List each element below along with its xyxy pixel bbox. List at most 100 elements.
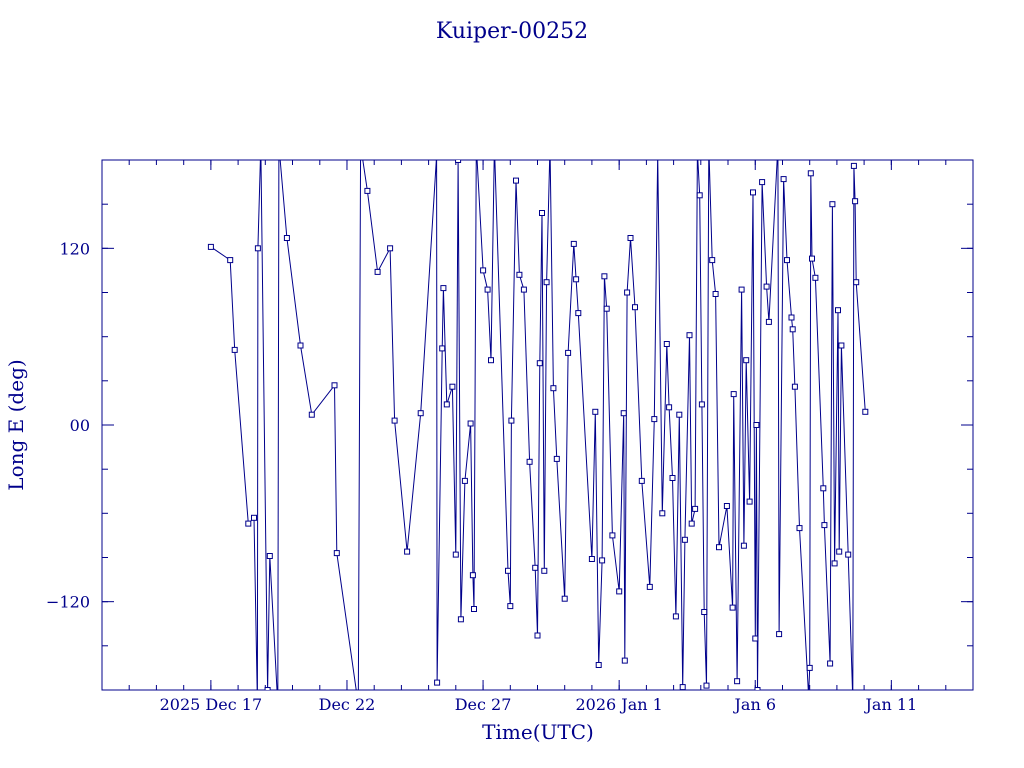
data-point (536, 360, 543, 367)
data-point (686, 332, 693, 339)
x-tick-label: 2025 Dec 17 (160, 695, 263, 714)
data-point (508, 417, 515, 424)
data-point (765, 318, 772, 325)
data-point (734, 678, 741, 685)
data-point (754, 687, 761, 690)
data-point (646, 583, 653, 590)
data-point (796, 525, 803, 532)
data-point (632, 304, 638, 311)
data-point (730, 391, 737, 398)
data-point (245, 520, 252, 527)
data-point (729, 604, 736, 611)
data-point (692, 505, 699, 512)
chart-title: Kuiper-00252 (436, 19, 588, 44)
data-point (681, 536, 688, 543)
data-point (676, 411, 683, 418)
data-point (627, 235, 634, 241)
data-point (791, 383, 798, 390)
data-point (831, 560, 838, 567)
x-tick-label: Jan 6 (732, 695, 776, 714)
data-point (452, 551, 459, 558)
data-point (251, 514, 257, 521)
data-point (254, 245, 261, 252)
data-point (575, 310, 582, 317)
data-point (439, 345, 446, 352)
data-point (703, 682, 710, 689)
data-point (850, 162, 857, 169)
data-point (696, 192, 703, 199)
data-point (480, 267, 487, 274)
data-point (461, 477, 468, 484)
data-point (746, 498, 753, 505)
data-point (672, 613, 679, 620)
x-tick-label: 2026 Jan 1 (575, 695, 662, 714)
data-point (588, 556, 595, 562)
data-point (835, 307, 841, 314)
data-point (812, 274, 819, 281)
data-point (740, 542, 747, 549)
data-point (820, 485, 827, 492)
data-point (620, 410, 627, 417)
data-point (387, 245, 394, 252)
data-point (776, 631, 783, 638)
data-point (759, 179, 766, 186)
x-tick-label: Dec 22 (319, 695, 376, 714)
data-point (391, 417, 398, 424)
data-point (666, 404, 673, 411)
data-point (467, 420, 474, 427)
data-point (845, 551, 852, 558)
data-point (838, 342, 845, 349)
x-tick-label: Dec 27 (455, 695, 512, 714)
data-point (404, 548, 411, 555)
data-point (603, 305, 610, 312)
data-point (763, 283, 770, 290)
data-point (573, 276, 580, 283)
series-line (210, 160, 866, 690)
data-point (743, 357, 750, 364)
data-point (513, 177, 519, 184)
data-point (753, 422, 760, 428)
data-point (532, 564, 539, 571)
y-tick-label: 120 (59, 239, 90, 258)
data-point (651, 416, 658, 423)
data-point (297, 342, 304, 349)
data-point (455, 160, 462, 163)
data-point (534, 632, 541, 639)
data-point (789, 326, 796, 333)
data-point (624, 289, 631, 296)
data-point (621, 657, 628, 664)
data-point (807, 170, 814, 177)
data-point (750, 189, 756, 196)
data-point (784, 257, 790, 264)
data-point (638, 477, 645, 484)
data-point (698, 401, 705, 408)
data-point (457, 616, 464, 623)
x-tick-label: Jan 11 (863, 695, 917, 714)
data-point (780, 176, 787, 183)
series-layer (207, 160, 869, 690)
data-point (333, 550, 340, 557)
data-point (364, 187, 371, 194)
data-point (283, 235, 290, 241)
data-point (592, 408, 599, 415)
data-point (417, 410, 424, 417)
data-point (471, 606, 477, 612)
data-point (609, 532, 616, 539)
data-point (599, 557, 606, 564)
data-point (595, 662, 602, 668)
data-point (227, 257, 234, 264)
data-point (806, 664, 813, 671)
data-point (331, 382, 338, 389)
data-point (469, 572, 476, 579)
data-point (836, 548, 843, 555)
data-point (853, 279, 860, 286)
y-tick-label: 00 (70, 416, 90, 435)
data-point (484, 286, 491, 293)
data-point (712, 291, 719, 297)
data-point (809, 255, 815, 262)
data-point (601, 273, 608, 280)
data-point (701, 609, 708, 615)
data-point (434, 679, 441, 686)
data-point (716, 544, 722, 551)
